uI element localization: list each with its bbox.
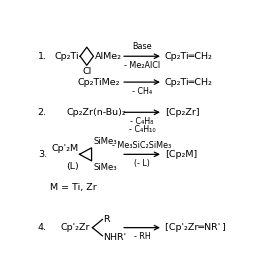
Text: Base: Base: [132, 43, 152, 52]
Text: - CH₄: - CH₄: [132, 87, 152, 96]
Text: - C₄H₁₀: - C₄H₁₀: [129, 125, 155, 134]
Text: 4.: 4.: [38, 223, 47, 232]
Text: M = Ti, Zr: M = Ti, Zr: [50, 183, 97, 192]
Text: [Cp₂Zr]: [Cp₂Zr]: [165, 108, 200, 117]
Text: - RH: - RH: [134, 232, 150, 241]
Text: [Cp₂M]: [Cp₂M]: [165, 150, 197, 159]
Text: [Cp'₂Zr═NR' ]: [Cp'₂Zr═NR' ]: [165, 223, 226, 232]
Text: NHR': NHR': [104, 234, 127, 242]
Text: Cp₂TiMe₂: Cp₂TiMe₂: [77, 78, 120, 87]
Text: Cp₂Zr(n-Bu)₂: Cp₂Zr(n-Bu)₂: [67, 108, 127, 117]
Text: AlMe₂: AlMe₂: [94, 52, 122, 61]
Text: - Me₂AlCl: - Me₂AlCl: [124, 61, 160, 70]
Text: Cp'₂Zr: Cp'₂Zr: [61, 223, 90, 232]
Text: Cp₂Ti: Cp₂Ti: [54, 52, 79, 61]
Text: R: R: [104, 215, 110, 224]
Text: Cp'₂M: Cp'₂M: [51, 144, 79, 153]
Text: 3.: 3.: [38, 150, 47, 159]
Text: - Me₃SiC₂SiMe₃: - Me₃SiC₂SiMe₃: [112, 141, 172, 150]
Text: SiMe₃: SiMe₃: [94, 163, 117, 172]
Text: (L): (L): [66, 162, 79, 171]
Text: (- L): (- L): [134, 159, 150, 168]
Text: Cp₂Ti═CH₂: Cp₂Ti═CH₂: [165, 52, 213, 61]
Text: - C₄H₈: - C₄H₈: [130, 117, 154, 126]
Text: 2.: 2.: [38, 108, 47, 117]
Text: SiMe₃: SiMe₃: [94, 137, 117, 146]
Text: 1.: 1.: [38, 52, 47, 61]
Text: Cl: Cl: [82, 67, 91, 76]
Text: Cp₂Ti═CH₂: Cp₂Ti═CH₂: [165, 78, 213, 87]
